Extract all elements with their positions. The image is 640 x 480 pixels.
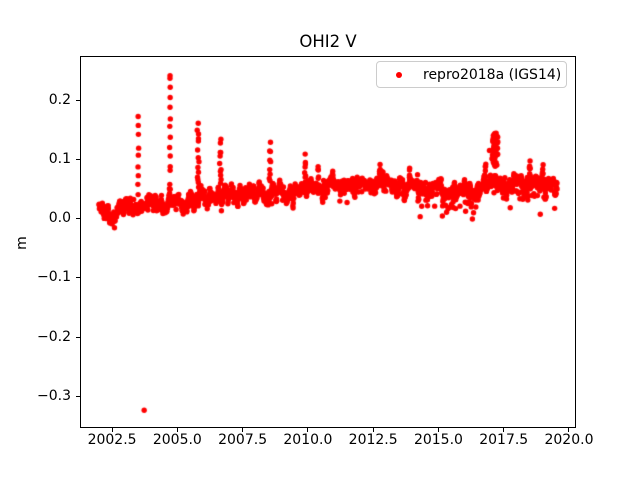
x-tick-label: 2010.0 [283, 432, 333, 448]
y-tick-label: 0.0 [48, 210, 71, 227]
x-tick-label: 2020.0 [544, 432, 594, 448]
x-tick-mark [568, 428, 570, 432]
x-tick-label: 2002.5 [87, 432, 137, 448]
x-tick-label: 2012.5 [348, 432, 398, 448]
x-tick-mark [503, 428, 505, 432]
y-tick-label: 0.1 [48, 151, 71, 168]
scatter-canvas [81, 57, 575, 427]
x-tick-label: 2005.0 [152, 432, 202, 448]
x-tick-mark [437, 428, 439, 432]
x-tick-label: 2015.0 [413, 432, 463, 448]
y-tick-label: −0.2 [37, 328, 71, 345]
y-tick-mark [76, 395, 80, 397]
y-tick-mark [76, 159, 80, 161]
y-tick-label: −0.1 [37, 269, 71, 286]
x-tick-mark [307, 428, 309, 432]
y-tick-mark [76, 100, 80, 102]
legend-label: repro2018a (IGS14) [423, 66, 562, 83]
x-tick-mark [176, 428, 178, 432]
y-tick-mark [76, 336, 80, 338]
x-tick-mark [111, 428, 113, 432]
legend: repro2018a (IGS14) [376, 61, 567, 88]
x-tick-mark [242, 428, 244, 432]
x-tick-mark [372, 428, 374, 432]
x-tick-label: 2007.5 [218, 432, 268, 448]
y-tick-label: 0.2 [48, 92, 71, 109]
x-tick-label: 2017.5 [479, 432, 529, 448]
y-tick-label: −0.3 [37, 387, 71, 404]
plot-area [80, 56, 576, 428]
legend-marker-icon [396, 71, 402, 78]
y-tick-mark [76, 218, 80, 220]
y-tick-mark [76, 277, 80, 279]
chart-title: OHI2 V [299, 32, 357, 51]
